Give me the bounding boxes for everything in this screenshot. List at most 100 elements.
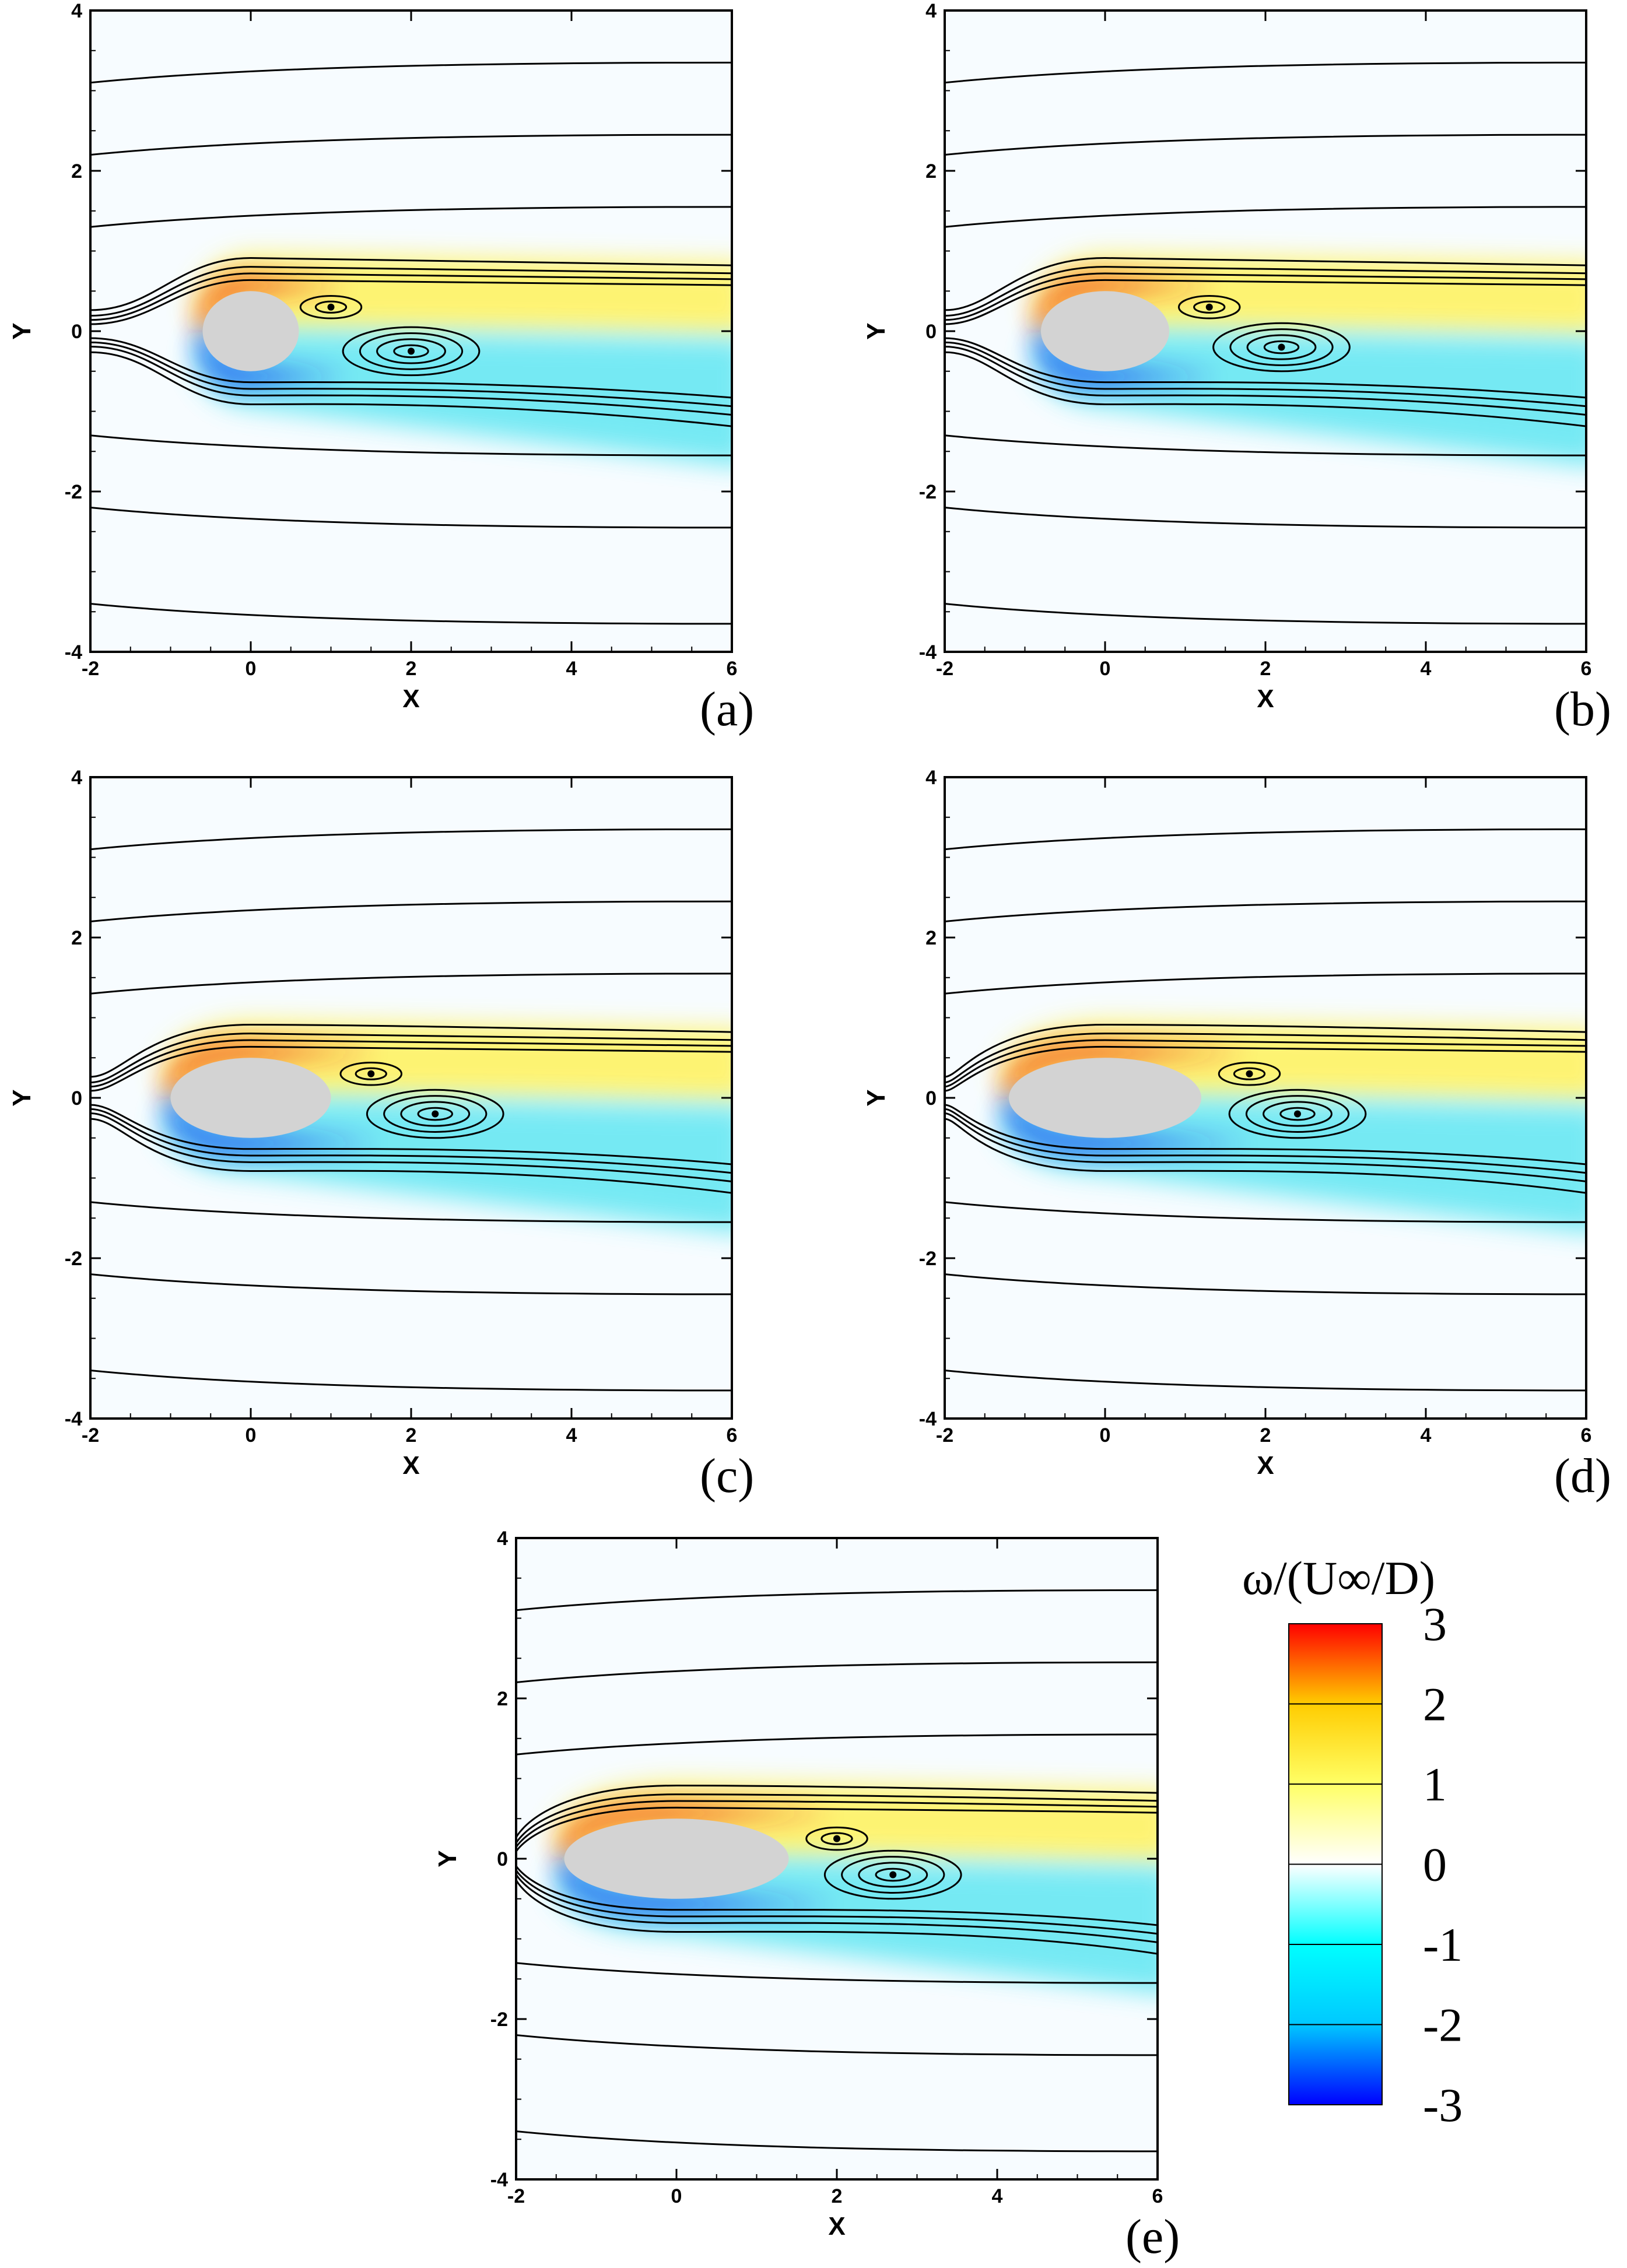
y-tick-label: -2 — [919, 481, 937, 503]
colorbar-tick-label: -3 — [1423, 2079, 1463, 2132]
y-axis-title: Y — [8, 322, 36, 339]
streamline — [945, 1273, 1586, 1296]
x-axis-title: X — [828, 2212, 845, 2241]
y-tick-label: 0 — [925, 1087, 937, 1110]
streamline — [90, 1201, 732, 1223]
upper-vortex — [355, 1067, 387, 1080]
x-tick-label: 2 — [832, 2185, 843, 2207]
upper-vortex — [314, 300, 348, 314]
x-tick-label: 0 — [246, 1424, 257, 1447]
upper-vortex — [1193, 300, 1226, 314]
streamline — [90, 507, 732, 529]
x-tick-label: 6 — [1152, 2185, 1163, 2207]
streamline — [945, 1108, 1586, 1174]
x-tick-label: 4 — [566, 658, 577, 680]
y-axis-title: Y — [862, 322, 890, 339]
streamline — [90, 1112, 732, 1182]
y-tick-label: -2 — [490, 2009, 508, 2031]
lower-vortex — [383, 1095, 488, 1133]
lower-vortex-center — [408, 347, 415, 355]
streamline — [516, 1879, 1158, 1955]
upper-vortex — [805, 1826, 868, 1851]
colorbar-tick-label: 1 — [1423, 1758, 1447, 1811]
positive-shear-layer — [1036, 278, 1218, 331]
upper-vortex-center — [1246, 1070, 1253, 1077]
streamline — [516, 1962, 1158, 1984]
streamline — [90, 434, 732, 457]
streamline — [945, 1039, 1586, 1088]
plot-area — [90, 61, 732, 625]
x-tick-label: -2 — [82, 658, 99, 680]
y-tick-label: 2 — [497, 1688, 508, 1710]
streamline — [945, 972, 1586, 995]
lower-vortex — [858, 1862, 928, 1888]
panel-label: (c) — [700, 1449, 755, 1503]
streamline — [945, 61, 1586, 84]
streamline — [516, 1865, 1158, 1926]
streamline — [945, 351, 1586, 427]
x-tick-label: 4 — [1421, 1424, 1432, 1447]
lower-vortex — [1245, 1095, 1350, 1133]
panel-label: (e) — [1125, 2210, 1180, 2264]
elliptical-body — [564, 1818, 789, 1899]
streamline — [516, 1873, 1158, 1943]
streamline — [90, 1039, 732, 1088]
lower-vortex — [875, 1867, 911, 1882]
streamline — [516, 1793, 1158, 1844]
streamline — [90, 1118, 732, 1194]
streamline — [516, 2034, 1158, 2056]
streamline — [516, 1785, 1158, 1838]
upper-vortex-center — [327, 303, 335, 311]
x-axis-title: X — [1257, 684, 1274, 713]
streamline — [90, 351, 732, 427]
streamline — [516, 1661, 1158, 1683]
colorbar-legend: ω/(U∞/D) 3 2 1 0 -1 -2 -3 — [1242, 1551, 1615, 2132]
streamline — [516, 1869, 1158, 1935]
streamline — [90, 341, 732, 408]
lower-vortex — [417, 1107, 453, 1121]
y-tick-label: -4 — [65, 1408, 82, 1430]
streamline — [945, 1118, 1586, 1194]
streamline — [90, 1104, 732, 1165]
y-tick-label: 0 — [497, 1848, 508, 1870]
streamline — [945, 279, 1586, 325]
positive-shear-layer — [1004, 1044, 1250, 1098]
streamline — [90, 828, 732, 851]
panel-label: (a) — [700, 682, 755, 736]
streamline — [945, 272, 1586, 321]
y-tick-label: -2 — [65, 481, 82, 503]
positive-shear-layer — [559, 1805, 837, 1859]
colorbar: 3 2 1 0 -1 -2 -3 — [1288, 1598, 1463, 2132]
streamline — [945, 1112, 1586, 1182]
lower-vortex — [366, 1089, 504, 1139]
streamline — [516, 1800, 1158, 1848]
panel-c: -2 0 2 4 6 4 2 0 -2 -4 X Y (c) — [0, 767, 793, 1507]
elliptical-body — [170, 1058, 331, 1138]
colorbar-tick-label: -2 — [1423, 1999, 1463, 2052]
upper-vortex-center — [833, 1835, 840, 1842]
lower-vortex — [1212, 322, 1351, 373]
y-axis-title: Y — [862, 1089, 890, 1106]
upper-vortex — [1218, 1062, 1281, 1086]
lower-vortex-center — [432, 1110, 439, 1118]
y-tick-label: -4 — [65, 641, 82, 663]
upper-vortex — [1233, 1067, 1266, 1080]
x-tick-label: 0 — [1100, 1424, 1111, 1447]
negative-shear-layer — [1004, 1098, 1250, 1151]
panel-b: -2 0 2 4 6 4 2 0 -2 -4 X Y (b) — [854, 0, 1627, 740]
colorbar-tick-label: 0 — [1423, 1838, 1447, 1891]
plot-area — [945, 61, 1586, 625]
upper-vortex-center — [1205, 303, 1213, 311]
streamline — [90, 1033, 732, 1084]
x-tick-label: 6 — [727, 658, 738, 680]
x-tick-label: 6 — [727, 1424, 738, 1447]
lower-vortex — [1263, 1101, 1333, 1127]
streamline — [90, 1024, 732, 1078]
streamline — [945, 1104, 1586, 1165]
lower-vortex — [1229, 328, 1334, 366]
lower-vortex — [376, 338, 446, 364]
